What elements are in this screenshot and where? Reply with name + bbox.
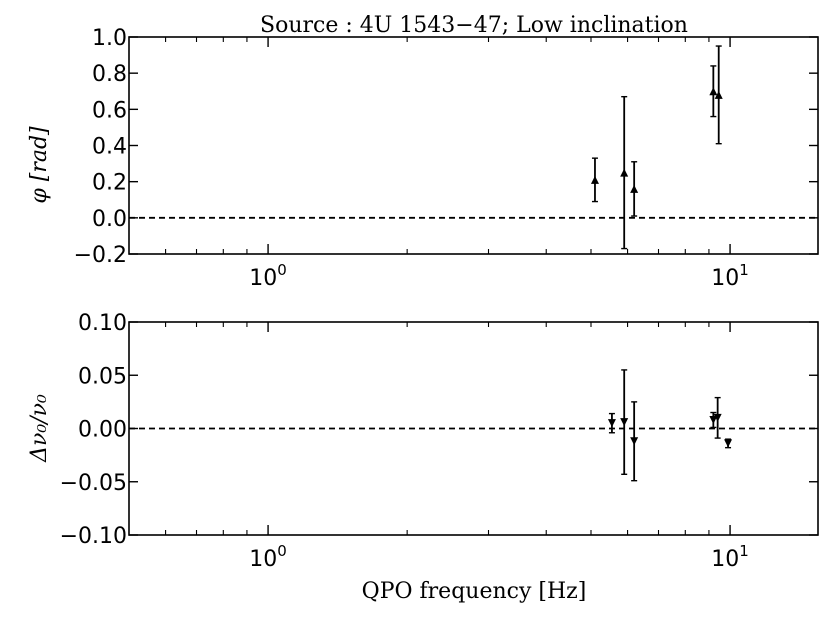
phase-y-tick-label: 0.2 [92,171,127,196]
shift-data-point [630,437,639,446]
chart-title: Source : 4U 1543−47; Low inclination [260,13,688,38]
shift-data-point [709,415,718,424]
phase-x-tick-label: 101 [711,261,749,291]
frequency-shift-panel: −0.10 −0.05 0.00 0.05 0.10 100 101 [60,311,819,572]
phase-y-tick-label: 0.6 [92,98,127,123]
shift-y-tick-label: 0.00 [78,418,127,443]
phase-data-point [714,90,723,99]
shift-x-tick-label: 101 [711,542,749,572]
phase-data-point [620,168,629,177]
shift-data-point [713,413,722,422]
phase-data-point [590,175,599,184]
phase-panel: −0.2 0.0 0.2 0.4 0.6 0.8 1.0 100 101 [74,26,819,291]
phase-data-point [709,87,718,96]
phase-y-tick-label: −0.2 [74,243,127,268]
x-axis-label: QPO frequency [Hz] [362,579,587,604]
y-axis-label-bottom: Δν₀/ν₀ [27,394,52,463]
phase-y-tick-label: 0.4 [92,135,127,160]
shift-y-tick-label: −0.10 [60,524,127,549]
shift-data-point [620,418,629,427]
shift-data-point [724,439,733,448]
phase-y-tick-label: 1.0 [92,26,127,51]
shift-y-tick-label: −0.05 [60,471,127,496]
phase-y-tick-label: 0.0 [92,207,127,232]
phase-x-tick-label: 100 [249,261,287,291]
phase-data-point [630,184,639,193]
phase-y-tick-label: 0.8 [92,62,127,87]
shift-x-tick-label: 100 [249,542,287,572]
shift-y-tick-label: 0.10 [78,311,127,336]
phase-plot-frame [128,36,819,255]
y-axis-label-top: φ [rad] [27,126,52,204]
shift-data-point [607,419,616,428]
shift-y-tick-label: 0.05 [78,364,127,389]
